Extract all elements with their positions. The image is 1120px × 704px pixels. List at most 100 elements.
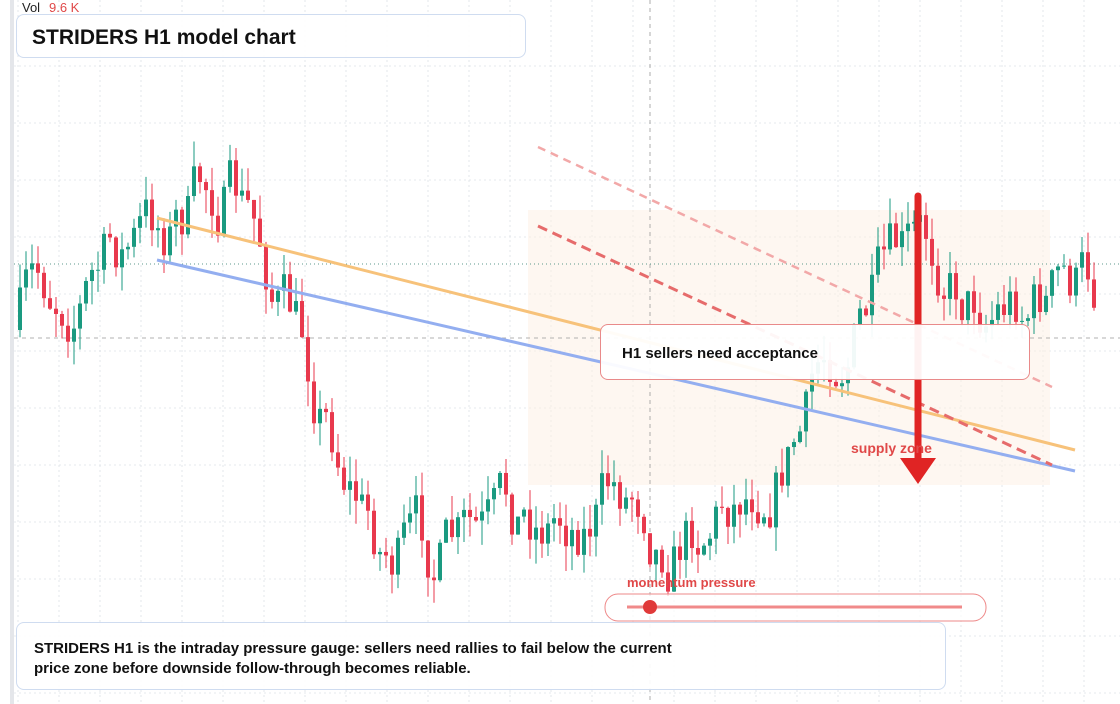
candle-body [402,522,406,538]
candle-body [582,528,586,555]
candle-body [864,308,868,316]
candle-body [66,325,70,342]
candle-body [462,509,466,518]
candle-body [474,517,478,521]
candle-body [48,298,52,309]
candle-body [732,504,736,527]
candle-body [336,452,340,468]
candle-body [648,533,652,565]
candle-body [318,408,322,424]
candle-body [666,572,670,592]
candle-body [654,549,658,565]
candle-body [1092,279,1096,308]
candle-body [108,233,112,238]
candle-body [978,312,982,333]
candle-body [78,303,82,329]
candle-body [636,499,640,517]
candle-body [504,472,508,495]
channel-upper [537,145,1053,389]
candle-body [684,520,688,560]
candle-body [876,246,880,275]
candle-body [276,290,280,302]
candle-body [114,237,118,268]
candle-body [642,516,646,534]
candle-body [54,308,58,314]
candle-body [264,246,268,290]
candle-body [906,223,910,232]
callout-box: H1 sellers need acceptance [600,324,1030,380]
candle-body [618,482,622,509]
candle-body [1056,266,1060,271]
candle-body [1080,252,1084,268]
candle-body [408,513,412,523]
candle-body [144,199,148,217]
candle-body [432,577,436,581]
candle-body [444,519,448,543]
candle-body [126,246,130,250]
caption-box: STRIDERS H1 is the intraday pressure gau… [16,622,946,690]
candle-body [354,481,358,501]
candle-body [192,166,196,197]
candle-body [738,504,742,515]
candle-body [540,527,544,544]
candle-body [492,488,496,500]
candle-body [888,223,892,250]
candle-body [378,551,382,555]
candle-body [138,216,142,228]
candle-body [456,517,460,538]
gauge-knob[interactable] [643,600,657,614]
candle-body [450,519,454,538]
candle-body [966,291,970,321]
candle-body [120,249,124,268]
candle-body [972,291,976,313]
candle-body [330,412,334,453]
candle-body [72,328,76,342]
candle-body [792,442,796,448]
candle-body [324,408,328,413]
candle-body [468,509,472,518]
candle-body [714,506,718,539]
candle-body [246,190,250,200]
candle-body [882,246,886,250]
candle-body [948,273,952,299]
zone-label: supply zone [851,440,932,456]
vol-label: Vol [22,0,40,15]
gauge-label: momentum pressure [627,575,756,590]
candle-body [1068,265,1072,296]
candle-body [438,542,442,581]
candle-body [342,467,346,490]
candle-body [168,226,172,256]
candle-body [1038,284,1042,313]
candle-body [222,186,226,236]
candle-body [18,287,22,330]
left-edge [10,0,14,704]
candle-body [756,512,760,524]
candle-body [294,301,298,312]
candle-body [762,517,766,524]
candle-body [288,274,292,312]
candle-body [798,431,802,443]
candle-body [132,227,136,247]
candle-body [546,523,550,544]
candle-body [174,209,178,227]
candle-body [726,507,730,527]
candle-body [678,546,682,560]
caption: STRIDERS H1 is the intraday pressure gau… [34,640,672,677]
candle-body [552,518,556,524]
channel-lower [537,224,1053,467]
candle-body [300,301,304,338]
down-arrow-head [900,458,936,484]
candle-body [942,295,946,299]
candle-body [1032,284,1036,319]
candle-body [588,528,592,537]
candle-body [960,299,964,321]
candle-body [660,549,664,573]
candle-body [744,499,748,515]
candle-body [564,525,568,547]
candle-body [312,381,316,424]
candle-body [252,199,256,219]
candle-body [96,269,100,271]
candle-body [198,166,202,183]
candle-body [1002,304,1006,315]
